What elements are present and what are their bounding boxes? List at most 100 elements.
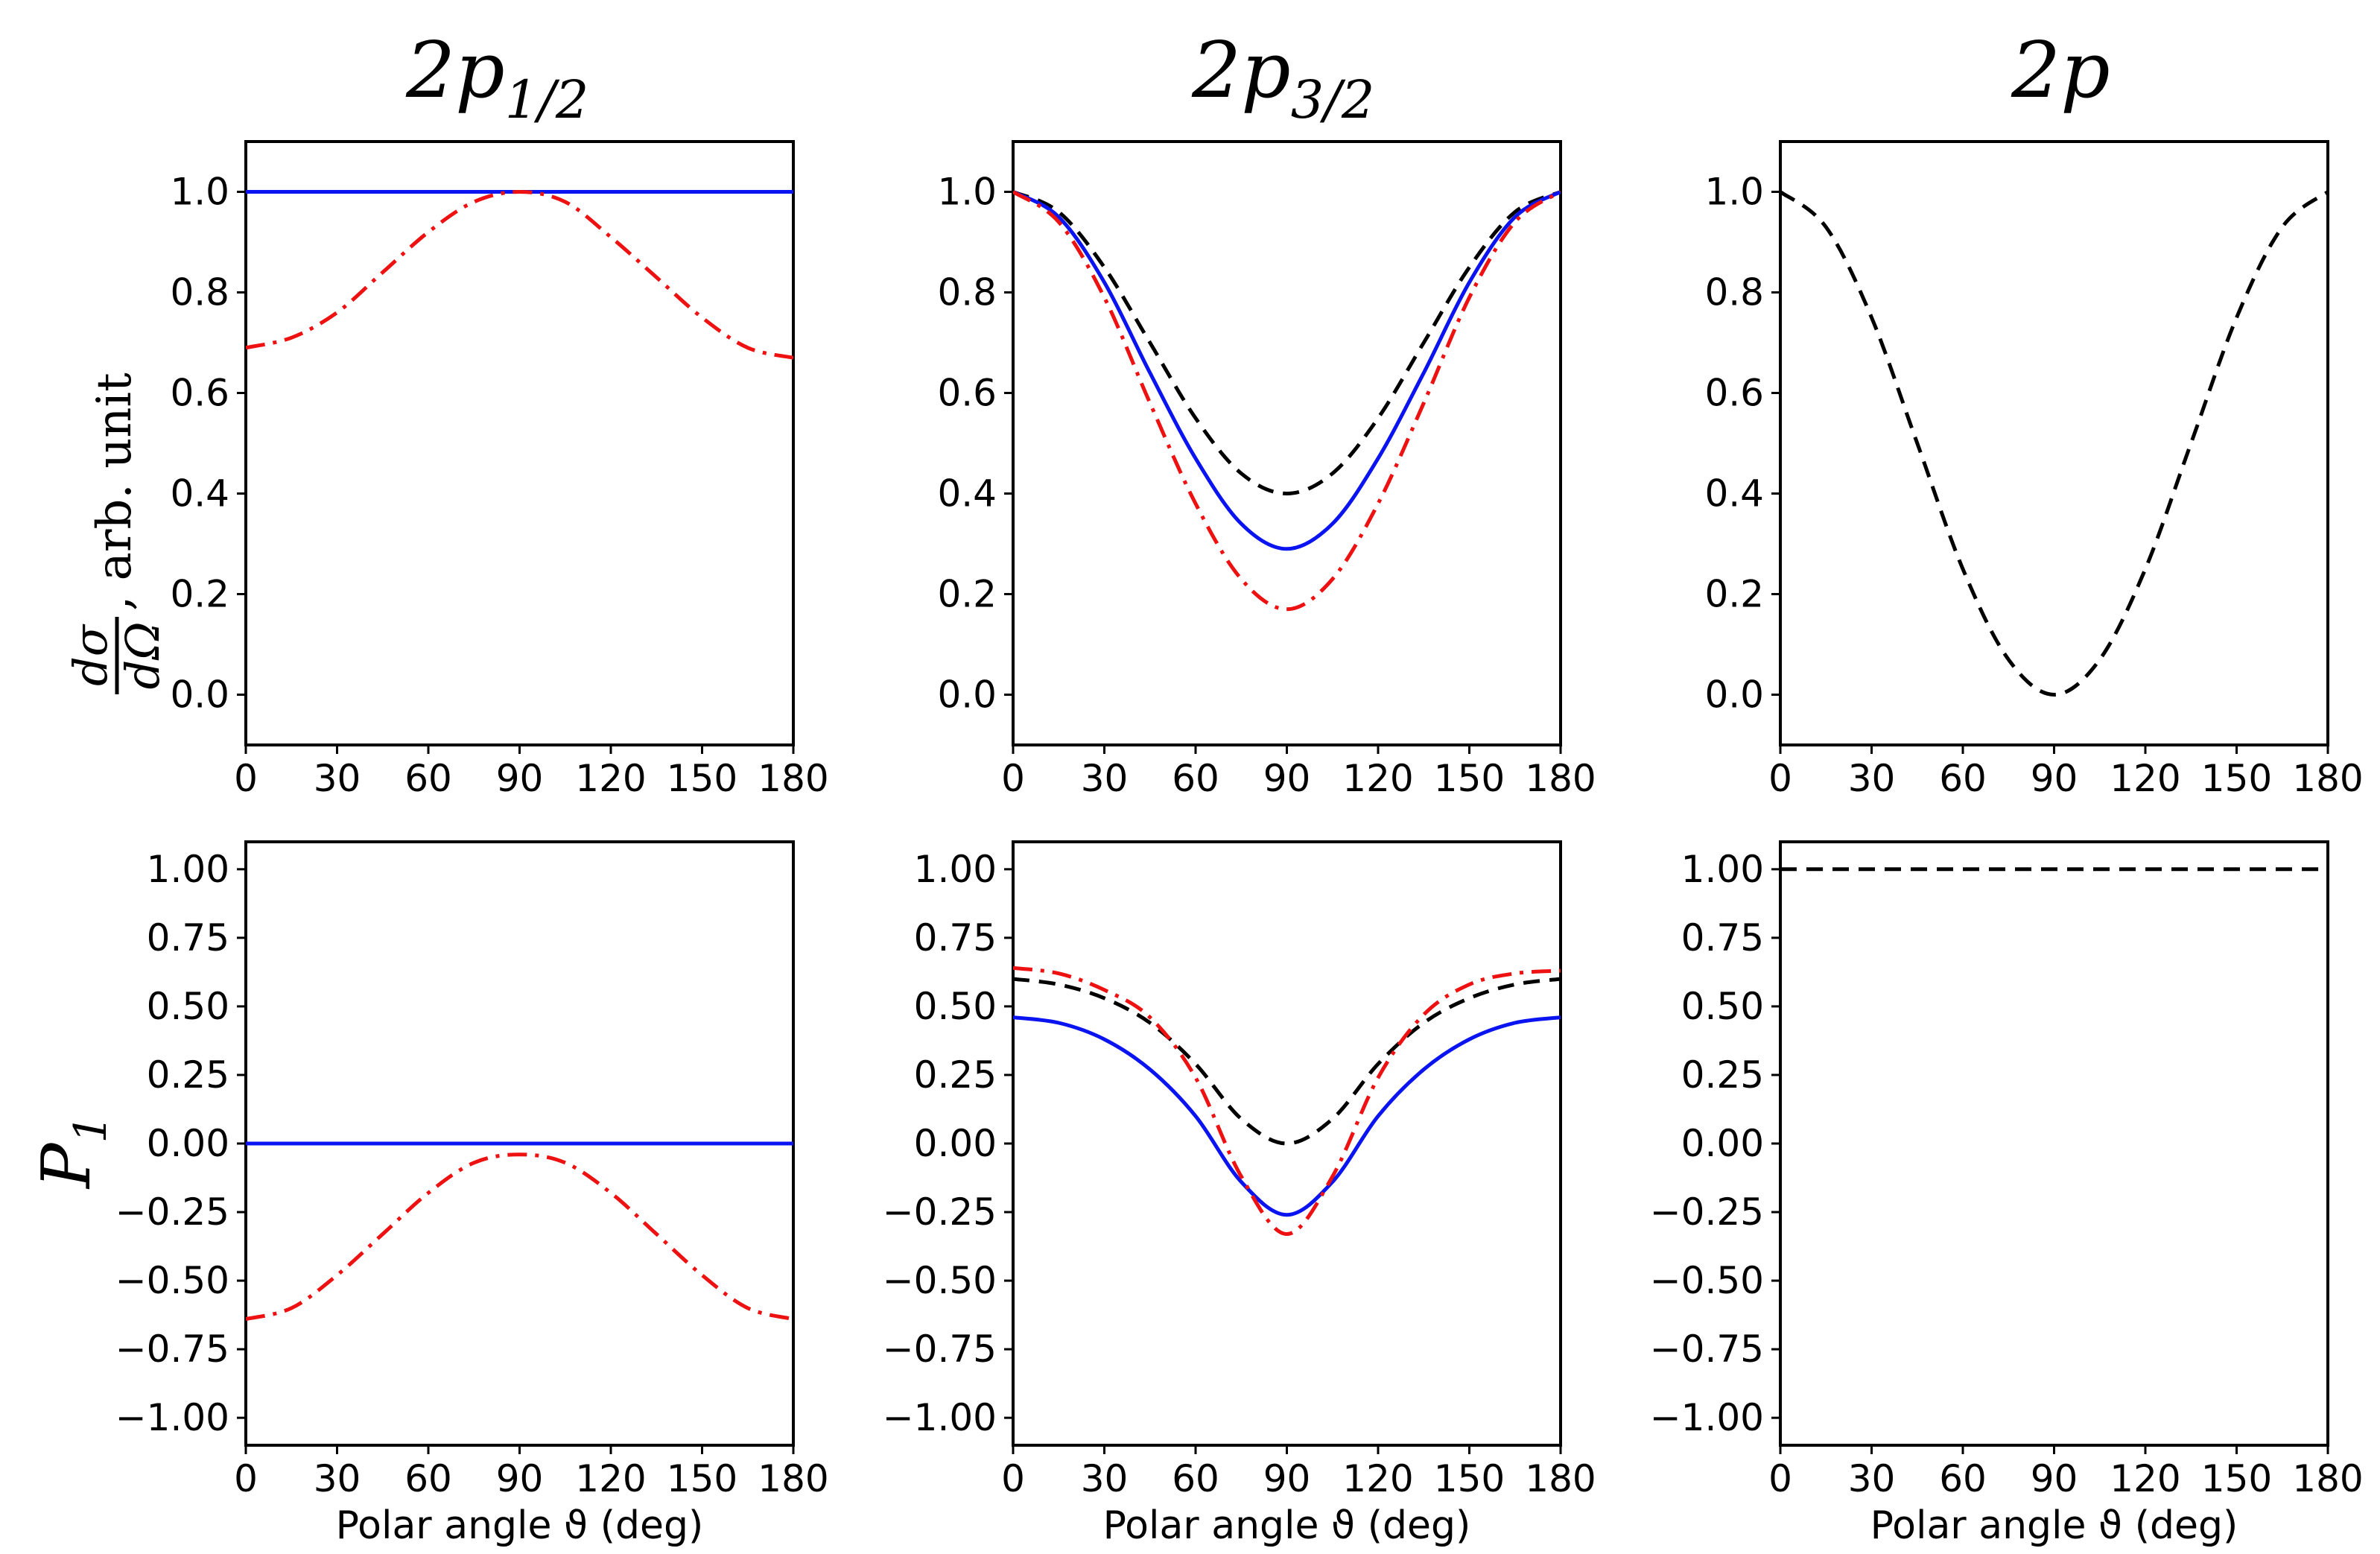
column-title-1: 2p1/2	[405, 25, 588, 130]
x-tick-label: 180	[758, 1457, 828, 1500]
x-axis-label: Polar angle ϑ (deg)	[1870, 1503, 2238, 1548]
series-dash-dot-red	[1013, 965, 1561, 1236]
series-dash-dot-red	[1013, 190, 1561, 612]
x-tick-label: 120	[2110, 1457, 2180, 1500]
y-tick-label: 0.0	[937, 673, 997, 717]
x-tick-label: 0	[1001, 757, 1025, 800]
ylabel-polarization-text: P1	[28, 1114, 117, 1190]
x-tick-label: 0	[1768, 757, 1792, 800]
y-tick-label: 0.8	[1704, 271, 1764, 314]
y-tick-label: −0.25	[115, 1190, 229, 1234]
y-tick-label: −0.75	[883, 1328, 997, 1371]
panel-r2-c3: 0 30 60 90 120 150 180 −1.00 −0.75 −0.50 −0.25 0.00…	[1650, 840, 2364, 1548]
y-tick-label: 0.8	[170, 271, 229, 314]
series-solid-blue	[1013, 190, 1561, 551]
y-tick-label: 1.00	[1681, 848, 1764, 891]
y-tick-label: 1.0	[937, 171, 997, 214]
ylabel-polarization: P1	[28, 1114, 117, 1190]
panel-r2-c1: 0 30 60 90 120 150 180 −1.00 −0.75 −0.50 −0.25 0.00…	[115, 840, 829, 1548]
x-tick-label: 30	[1081, 1457, 1129, 1500]
x-tick-label: 60	[404, 1457, 452, 1500]
y-tick-label: −0.50	[115, 1259, 229, 1302]
y-tick-label: 0.75	[1681, 916, 1764, 960]
x-tick-label: 90	[1263, 1457, 1311, 1500]
y-tick-label: 0.4	[937, 472, 997, 516]
x-tick-label: 150	[1434, 1457, 1505, 1500]
y-tick-label: −0.50	[883, 1259, 997, 1302]
plot-frame	[1012, 140, 1562, 746]
y-tick-label: −0.75	[1650, 1328, 1764, 1371]
y-tick-label: −1.00	[1650, 1396, 1764, 1439]
y-tick-label: −0.50	[1650, 1259, 1764, 1302]
x-tick-label: 90	[496, 757, 544, 800]
y-tick-label: 1.0	[170, 171, 229, 214]
y-tick-label: 0.25	[1681, 1053, 1764, 1097]
x-tick-label: 180	[2292, 757, 2363, 800]
y-tick-label: 0.50	[147, 985, 229, 1028]
y-tick-label: −1.00	[115, 1396, 229, 1439]
y-tick-label: 0.50	[1681, 985, 1764, 1028]
y-tick-label: 0.00	[1681, 1122, 1764, 1165]
panel-r1-c1: 0 30 60 90 120 150 180 0.0 0.2 0.4 0.6 0.8 1.0	[170, 140, 829, 800]
x-tick-label: 90	[2031, 1457, 2078, 1500]
panel-r2-c2: 0 30 60 90 120 150 180 −1.00 −0.75 −0.50 −0.25 0.00…	[883, 840, 1596, 1548]
x-tick-label: 150	[2201, 757, 2272, 800]
x-axis-label: Polar angle ϑ (deg)	[336, 1503, 704, 1548]
y-tick-label: 0.00	[914, 1122, 997, 1165]
y-tick-label: 0.2	[1704, 573, 1764, 616]
x-tick-label: 30	[314, 757, 361, 800]
panel-r1-c3: 0 30 60 90 120 150 180 0.0 0.2 0.4 0.6 0.8 1.0	[1704, 140, 2364, 800]
y-tick-label: 0.2	[937, 573, 997, 616]
column-title-3: 2p	[2011, 25, 2110, 115]
y-tick-label: 0.6	[1704, 372, 1764, 415]
x-axis-label: Polar angle ϑ (deg)	[1103, 1503, 1471, 1548]
y-tick-label: 0.0	[1704, 673, 1764, 717]
y-tick-label: 1.00	[914, 848, 997, 891]
y-tick-label: 0.0	[170, 673, 229, 717]
y-tick-label: 1.00	[147, 848, 229, 891]
plot-frame	[244, 140, 795, 746]
series-dashed-black	[1780, 190, 2328, 697]
x-tick-label: 0	[1768, 1457, 1792, 1500]
panel-r1-c2: 0 30 60 90 120 150 180 0.0 0.2 0.4 0.6 0.8 1.0	[937, 140, 1596, 800]
y-tick-label: −0.25	[883, 1190, 997, 1234]
series-dash-dot-red	[246, 1152, 793, 1322]
x-tick-label: 180	[1525, 757, 1596, 800]
x-tick-label: 60	[1939, 757, 1987, 800]
column-title-2: 2p3/2	[1191, 25, 1374, 130]
x-tick-label: 30	[1081, 757, 1129, 800]
y-tick-label: 0.8	[937, 271, 997, 314]
x-tick-label: 60	[1172, 1457, 1219, 1500]
y-tick-label: 0.4	[1704, 472, 1764, 516]
x-tick-label: 60	[404, 757, 452, 800]
x-tick-label: 180	[2292, 1457, 2363, 1500]
x-tick-label: 120	[1342, 757, 1413, 800]
ylabel-fraction-denominator: dΩ	[115, 621, 170, 689]
y-tick-label: −0.75	[115, 1328, 229, 1371]
x-tick-label: 150	[2201, 1457, 2272, 1500]
x-tick-label: 120	[1342, 1457, 1413, 1500]
x-tick-label: 0	[234, 1457, 258, 1500]
x-tick-label: 0	[234, 757, 258, 800]
y-tick-label: 0.4	[170, 472, 229, 516]
x-tick-label: 30	[1848, 1457, 1896, 1500]
y-tick-label: −0.25	[1650, 1190, 1764, 1234]
y-tick-label: 0.25	[914, 1053, 997, 1097]
x-tick-label: 90	[496, 1457, 544, 1500]
y-tick-label: 0.50	[914, 985, 997, 1028]
x-tick-label: 120	[575, 1457, 646, 1500]
y-tick-label: −1.00	[883, 1396, 997, 1439]
y-tick-label: 0.6	[937, 372, 997, 415]
x-tick-label: 180	[1525, 1457, 1596, 1500]
ylabel-cross-section: dσ dΩ , arb. unit	[63, 372, 170, 694]
ylabel-fraction-numerator: dσ	[63, 624, 118, 686]
x-tick-label: 60	[1172, 757, 1219, 800]
x-tick-label: 150	[1434, 757, 1505, 800]
x-tick-label: 150	[667, 757, 737, 800]
plot-frame	[1012, 840, 1562, 1447]
y-tick-label: 1.0	[1704, 171, 1764, 214]
series-dash-dot-red	[246, 190, 793, 360]
x-tick-label: 30	[1848, 757, 1896, 800]
